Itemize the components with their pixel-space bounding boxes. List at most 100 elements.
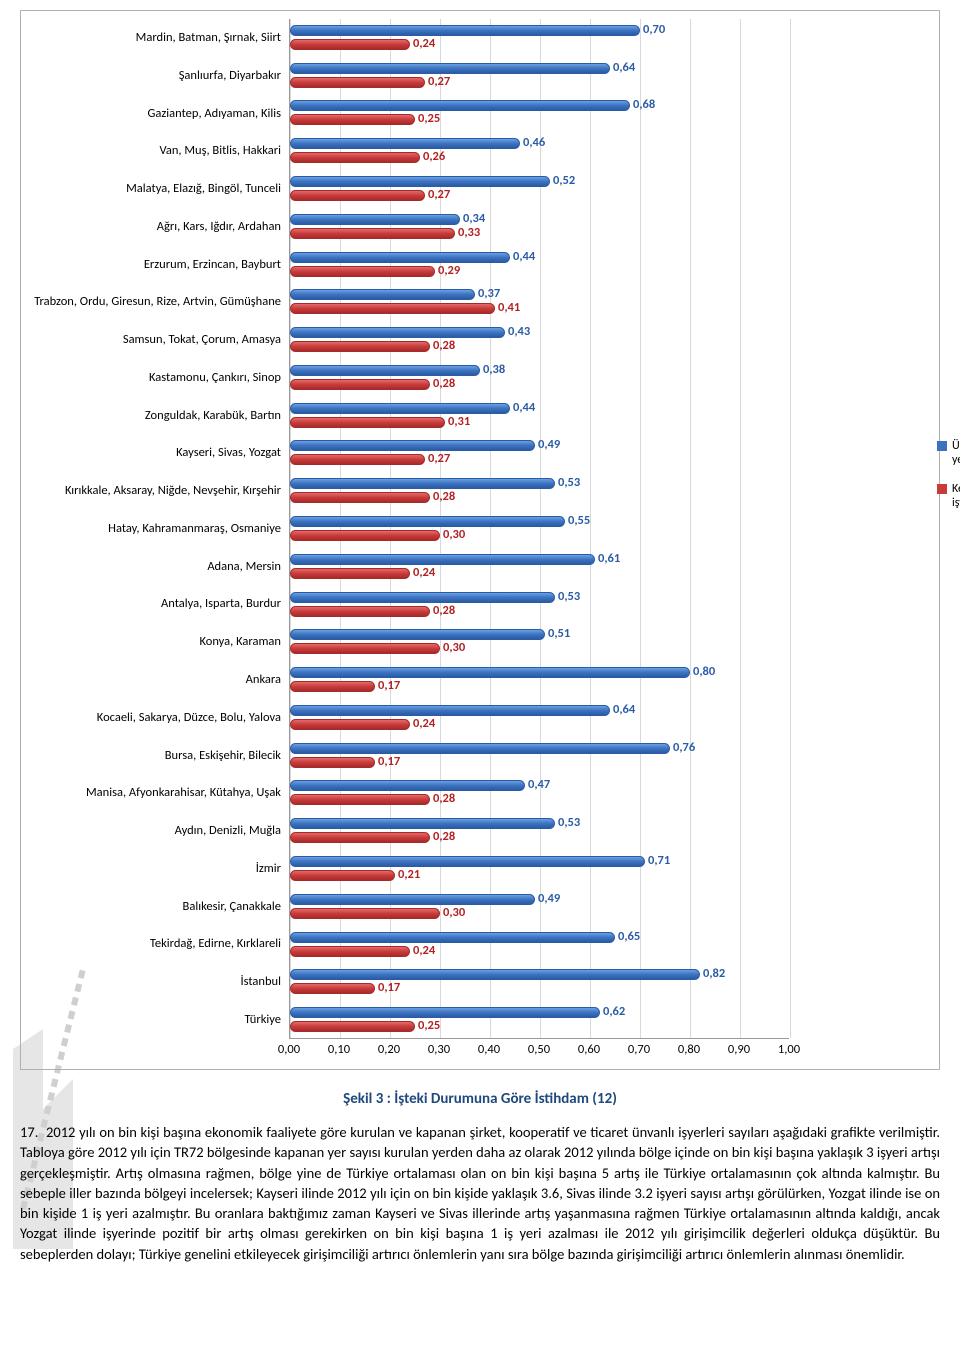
x-tick-label: 0,30 bbox=[428, 1042, 450, 1057]
bar-blue bbox=[290, 554, 595, 565]
bar-blue bbox=[290, 592, 555, 603]
category-label: Türkiye bbox=[29, 1001, 289, 1039]
bar-blue bbox=[290, 100, 630, 111]
value-label-blue: 0,64 bbox=[613, 60, 635, 75]
bar-red bbox=[290, 908, 440, 919]
category-label: Ankara bbox=[29, 661, 289, 699]
bar-blue bbox=[290, 516, 565, 527]
plot-area: 0,700,240,640,270,680,250,460,260,520,27… bbox=[289, 19, 789, 1039]
value-label-red: 0,25 bbox=[418, 111, 440, 126]
bar-blue bbox=[290, 818, 555, 829]
category-label: Şanlıurfa, Diyarbakır bbox=[29, 57, 289, 95]
value-label-red: 0,31 bbox=[448, 414, 470, 429]
value-label-red: 0,27 bbox=[428, 451, 450, 466]
category-label: Kayseri, Sivas, Yozgat bbox=[29, 434, 289, 472]
category-label: İstanbul bbox=[29, 963, 289, 1001]
value-label-blue: 0,43 bbox=[508, 324, 530, 339]
value-label-blue: 0,55 bbox=[568, 513, 590, 528]
bar-group: 0,460,26 bbox=[290, 136, 790, 166]
x-tick-label: 0,90 bbox=[728, 1042, 750, 1057]
bar-red bbox=[290, 114, 415, 125]
value-label-blue: 0,71 bbox=[648, 853, 670, 868]
category-label: Ağrı, Kars, Iğdır, Ardahan bbox=[29, 208, 289, 246]
bar-group: 0,470,28 bbox=[290, 778, 790, 808]
value-label-red: 0,17 bbox=[378, 754, 400, 769]
value-label-blue: 0,44 bbox=[513, 400, 535, 415]
value-label-red: 0,24 bbox=[413, 716, 435, 731]
category-label: Manisa, Afyonkarahisar, Kütahya, Uşak bbox=[29, 774, 289, 812]
category-label: Bursa, Eskişehir, Bilecik bbox=[29, 737, 289, 775]
category-label: Aydın, Denizli, Muğla bbox=[29, 812, 289, 850]
value-label-blue: 0,64 bbox=[613, 702, 635, 717]
legend-label-blue: Ücretli, maaşlı veya yevmiyeli / Toplam bbox=[952, 439, 960, 468]
bar-blue bbox=[290, 780, 525, 791]
bar-blue bbox=[290, 63, 610, 74]
bar-group: 0,76 0,17 bbox=[290, 741, 790, 771]
value-label-blue: 0,34 bbox=[463, 211, 485, 226]
bar-group: 0,610,24 bbox=[290, 552, 790, 582]
value-label-red: 0,28 bbox=[433, 338, 455, 353]
bar-red bbox=[290, 870, 395, 881]
bar-blue bbox=[290, 327, 505, 338]
bar-blue bbox=[290, 176, 550, 187]
bar-blue bbox=[290, 365, 480, 376]
value-label-blue: 0,82 bbox=[703, 966, 725, 981]
legend-item-blue: Ücretli, maaşlı veya yevmiyeli / Toplam bbox=[937, 439, 960, 468]
value-label-red: 0,17 bbox=[378, 678, 400, 693]
legend-swatch-red bbox=[937, 484, 947, 494]
bar-red bbox=[290, 757, 375, 768]
bar-blue bbox=[290, 440, 535, 451]
x-tick-label: 0,80 bbox=[678, 1042, 700, 1057]
value-label-red: 0,28 bbox=[433, 376, 455, 391]
legend-item-red: Kendi Hesabına veya işveren / Toplam bbox=[937, 482, 960, 511]
bar-group: 0,64 0,24 bbox=[290, 703, 790, 733]
bar-group: 0,68 0,25 bbox=[290, 98, 790, 128]
value-label-red: 0,28 bbox=[433, 603, 455, 618]
bar-group: 0,510,30 bbox=[290, 627, 790, 657]
value-label-blue: 0,80 bbox=[693, 664, 715, 679]
value-label-red: 0,28 bbox=[433, 829, 455, 844]
value-label-blue: 0,70 bbox=[643, 22, 665, 37]
bar-red bbox=[290, 568, 410, 579]
bar-red bbox=[290, 492, 430, 503]
value-label-red: 0,41 bbox=[498, 300, 520, 315]
value-label-blue: 0,68 bbox=[633, 97, 655, 112]
value-label-blue: 0,65 bbox=[618, 929, 640, 944]
value-label-blue: 0,53 bbox=[558, 589, 580, 604]
bar-red bbox=[290, 681, 375, 692]
value-label-red: 0,30 bbox=[443, 527, 465, 542]
bar-blue bbox=[290, 214, 460, 225]
value-label-red: 0,25 bbox=[418, 1018, 440, 1033]
x-axis: 0,000,100,200,300,400,500,600,700,800,90… bbox=[289, 1039, 789, 1061]
category-label: Erzurum, Erzincan, Bayburt bbox=[29, 246, 289, 284]
bar-group: 0,490,30 bbox=[290, 892, 790, 922]
bar-red bbox=[290, 190, 425, 201]
bar-blue bbox=[290, 705, 610, 716]
bar-red bbox=[290, 152, 420, 163]
bar-red bbox=[290, 946, 410, 957]
paragraph-text: 2012 yılı on bin kişi başına ekonomik fa… bbox=[20, 1123, 940, 1263]
category-label: Balıkesir, Çanakkale bbox=[29, 888, 289, 926]
category-label: Kastamonu, Çankırı, Sinop bbox=[29, 359, 289, 397]
value-label-blue: 0,76 bbox=[673, 740, 695, 755]
bar-blue bbox=[290, 856, 645, 867]
bar-red bbox=[290, 454, 425, 465]
category-label: Tekirdağ, Edirne, Kırklareli bbox=[29, 925, 289, 963]
bar-blue bbox=[290, 478, 555, 489]
bar-red bbox=[290, 77, 425, 88]
x-tick-label: 0,60 bbox=[578, 1042, 600, 1057]
bar-group: 0,53 0,28 bbox=[290, 590, 790, 620]
bar-blue bbox=[290, 969, 700, 980]
value-label-red: 0,21 bbox=[398, 867, 420, 882]
bar-red bbox=[290, 417, 445, 428]
value-label-red: 0,29 bbox=[438, 263, 460, 278]
bar-red bbox=[290, 228, 455, 239]
bar-red bbox=[290, 719, 410, 730]
bar-group: 0,490,27 bbox=[290, 438, 790, 468]
bar-red bbox=[290, 303, 495, 314]
bar-blue bbox=[290, 629, 545, 640]
bar-group: 0,620,25 bbox=[290, 1005, 790, 1035]
category-label: İzmir bbox=[29, 850, 289, 888]
bar-red bbox=[290, 1021, 415, 1032]
category-label: Mardin, Batman, Şırnak, Siirt bbox=[29, 19, 289, 57]
